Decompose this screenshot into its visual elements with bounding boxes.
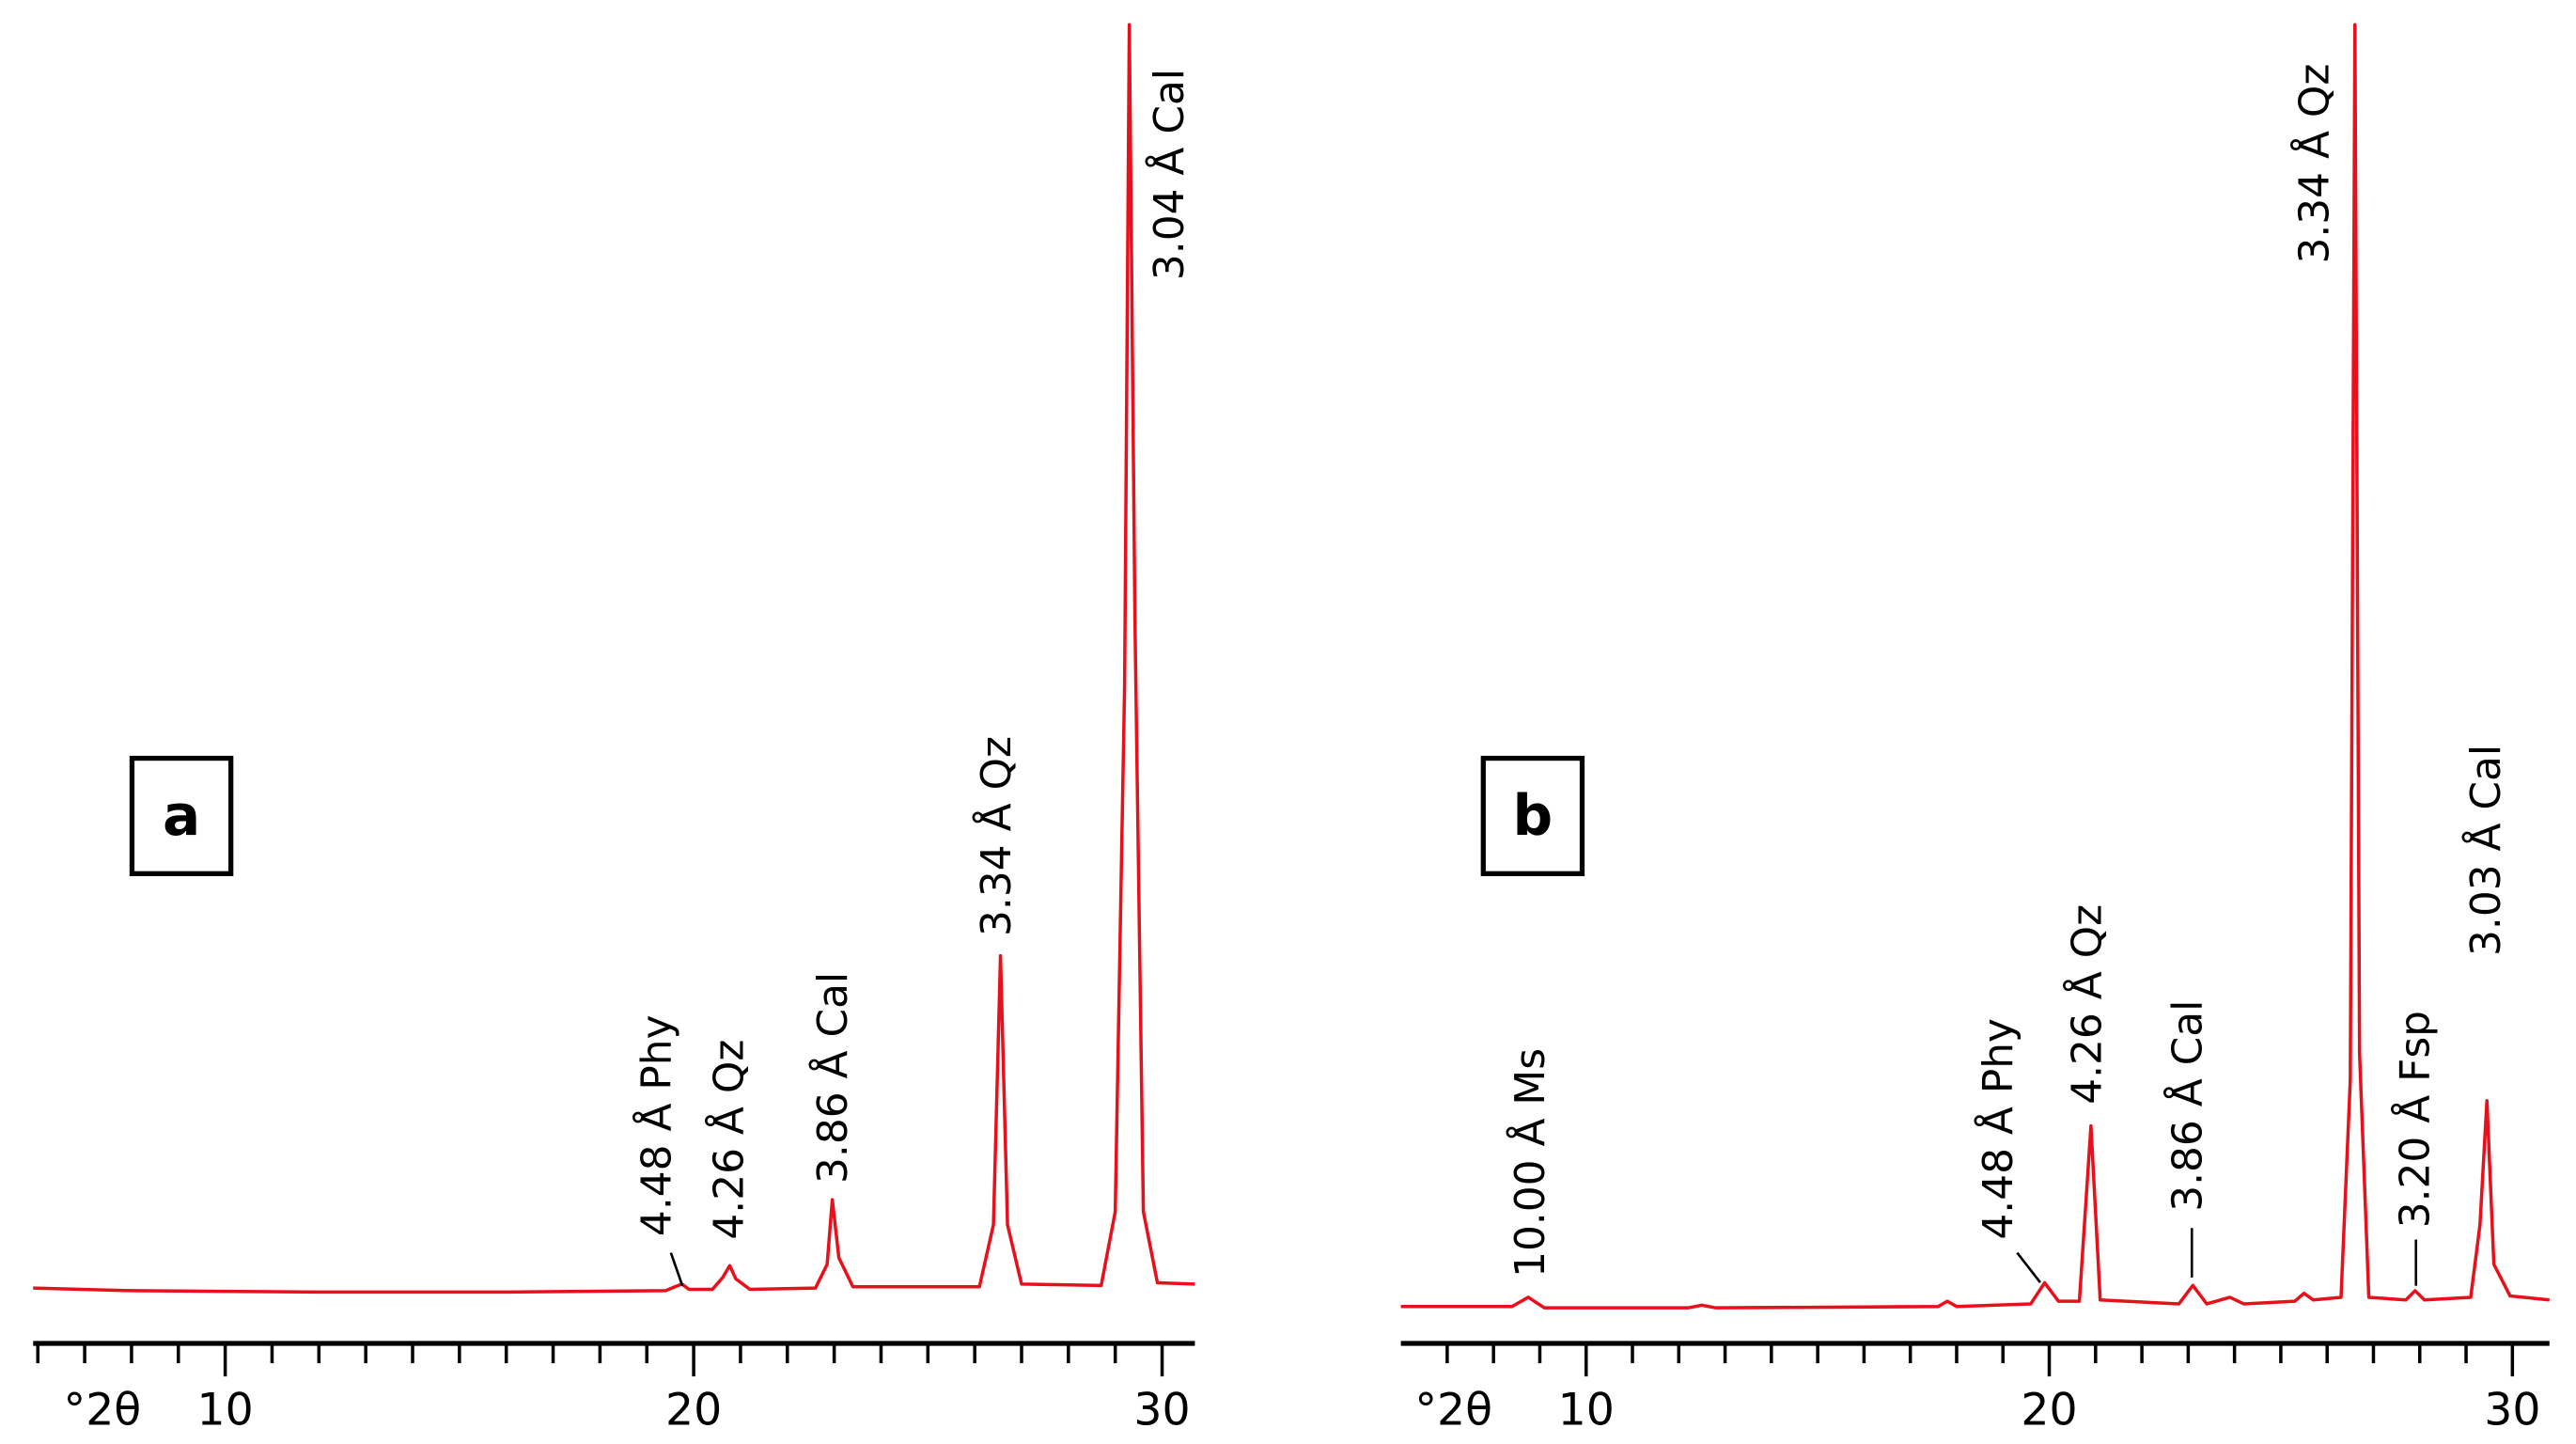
x-tick-label: 20: [2021, 1385, 2077, 1436]
panel-label-box: [1480, 755, 1585, 876]
leader-line: [2016, 1251, 2041, 1283]
leader-line: [669, 1252, 684, 1287]
peak-label: 3.86 Å Cal: [2162, 1000, 2212, 1212]
peak-label: 4.48 Å Phy: [1973, 1018, 2022, 1240]
panel-label-box: [129, 755, 234, 876]
peak-label: 4.48 Å Phy: [632, 1014, 681, 1236]
peak-label: 10.00 Å Ms: [1505, 1048, 1554, 1278]
x-tick-label: 30: [1133, 1385, 1190, 1436]
peak-label: 4.26 Å Qz: [2062, 904, 2112, 1105]
peak-label: 3.20 Å Fsp: [2389, 1011, 2439, 1228]
x-axis-label: °2θ: [64, 1385, 142, 1436]
x-tick-label: 30: [2484, 1385, 2540, 1436]
xrd-line: [33, 23, 1195, 1295]
peak-label: 3.34 Å Qz: [2289, 64, 2339, 264]
xrd-line: [1400, 23, 2550, 1310]
panel-label: a: [163, 784, 200, 849]
x-tick-label: 20: [665, 1385, 722, 1436]
peak-label: 3.04 Å Cal: [1144, 69, 1194, 280]
peak-label: 3.34 Å Qz: [971, 736, 1021, 936]
peak-label: 3.03 Å Cal: [2460, 745, 2510, 956]
x-tick-label: 10: [1558, 1385, 1615, 1436]
x-axis-label: °2θ: [1414, 1385, 1492, 1436]
panel-label: b: [1513, 784, 1553, 849]
peak-label: 3.86 Å Cal: [807, 972, 857, 1184]
x-tick-label: 10: [197, 1385, 254, 1436]
peak-label: 4.26 Å Qz: [704, 1040, 754, 1240]
